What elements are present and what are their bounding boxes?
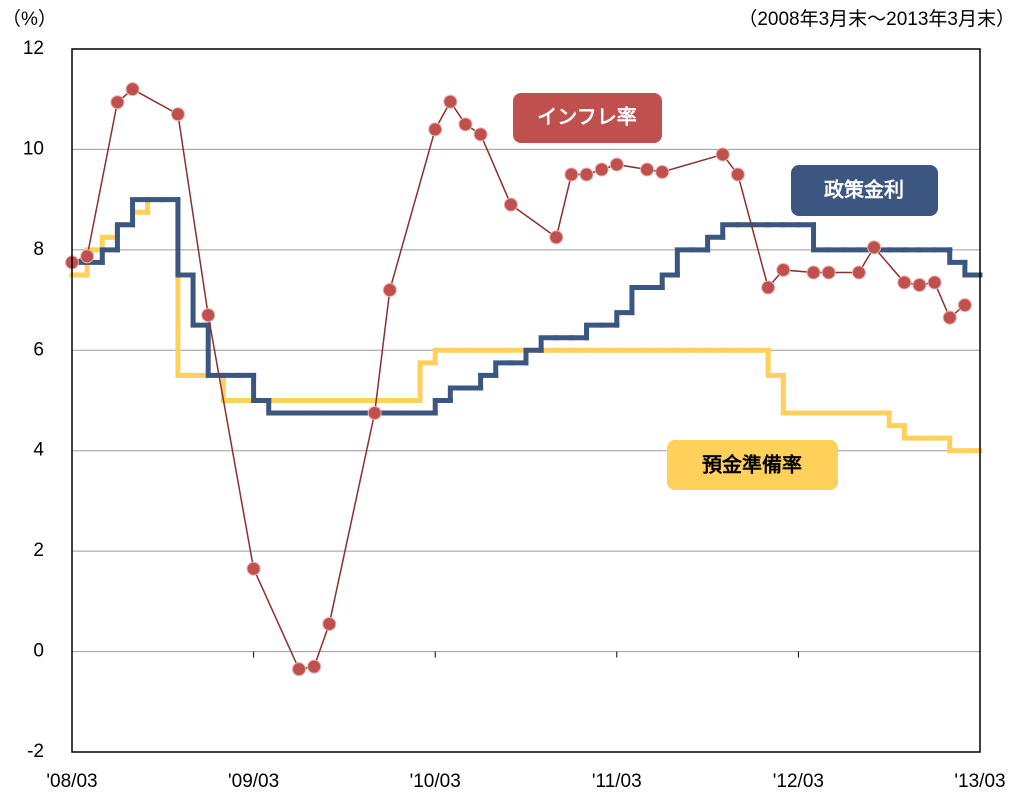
step-segment [538, 335, 559, 353]
y-tick-label: 4 [33, 440, 44, 461]
point [912, 278, 927, 293]
step-segment [659, 272, 680, 291]
step-segment [432, 398, 453, 416]
step-segment [629, 285, 650, 316]
step-segment [99, 247, 120, 265]
step-segment [780, 372, 801, 416]
point [307, 659, 322, 674]
point [473, 127, 488, 142]
step-segment [493, 360, 514, 378]
x-tick-label: '11/03 [592, 771, 642, 792]
step-segment [962, 259, 983, 278]
step-segment [478, 372, 499, 391]
point [322, 616, 337, 631]
series-label: 預金準備率 [702, 452, 802, 476]
point [458, 117, 473, 132]
series-label: 政策金利 [824, 177, 904, 201]
step-segment [175, 197, 196, 278]
point [382, 283, 397, 298]
grid [71, 48, 981, 753]
point [897, 275, 912, 290]
step-segment [811, 222, 832, 253]
y-tick-label: 6 [33, 339, 44, 360]
step-segment [720, 222, 741, 240]
label-box [667, 440, 838, 490]
y-unit-label: （%） [2, 8, 57, 30]
point [125, 82, 140, 97]
step-segment [99, 234, 120, 253]
point [821, 265, 836, 280]
step-segment [266, 398, 287, 416]
step-segment [432, 347, 453, 366]
y-tick-label: 2 [33, 540, 44, 561]
period-label: （2008年3月末～2013年3月末） [738, 8, 1015, 30]
step-segment [220, 372, 241, 403]
point [655, 165, 670, 180]
point [957, 298, 972, 313]
step-segment [614, 310, 635, 328]
point [564, 167, 579, 182]
point [761, 280, 776, 295]
step-segment [190, 272, 211, 328]
point [942, 310, 957, 325]
x-tick-label: '09/03 [228, 771, 279, 792]
x-tick-label: '08/03 [46, 771, 97, 792]
step-segment [901, 423, 922, 441]
step-segment [674, 247, 695, 278]
point [292, 662, 306, 677]
step-segment [114, 222, 136, 253]
step-segment [130, 197, 151, 228]
y-tick-label: 0 [33, 641, 44, 662]
point [867, 240, 882, 255]
plot-frame [71, 48, 981, 753]
series-label: インフレ率 [537, 104, 636, 128]
point [503, 197, 518, 212]
y-tick-label: -2 [27, 741, 44, 762]
point [594, 162, 609, 177]
y-tick-label: 10 [23, 138, 44, 159]
point [80, 249, 95, 264]
label-box [513, 93, 662, 143]
step-segment [886, 410, 907, 429]
point [549, 230, 564, 245]
point [110, 95, 125, 110]
marks [65, 82, 983, 677]
step-segment [947, 435, 968, 454]
point [776, 262, 791, 277]
y-tick-label: 12 [23, 38, 44, 59]
step-segment [947, 247, 968, 265]
point [640, 162, 655, 177]
point [806, 265, 821, 280]
x-tick-label: '12/03 [773, 771, 824, 792]
point [201, 308, 216, 323]
step-segment [251, 372, 272, 403]
point [443, 94, 458, 109]
step-segment [417, 360, 438, 403]
label-box [791, 165, 938, 216]
point [927, 275, 942, 290]
x-tick-label: '10/03 [410, 771, 461, 792]
step-segment [523, 347, 544, 366]
step-segment [447, 385, 468, 403]
point [367, 406, 382, 421]
point [715, 147, 730, 162]
x-tick-label: '13/03 [954, 771, 1005, 792]
step-segment [705, 234, 726, 253]
step-segment [584, 322, 605, 341]
step-segment [765, 347, 786, 378]
point [170, 107, 185, 122]
point [246, 561, 261, 576]
point [609, 157, 624, 172]
point [730, 167, 745, 182]
point [851, 265, 866, 280]
y-tick-label: 8 [33, 239, 44, 260]
point [428, 122, 443, 137]
point [579, 167, 594, 182]
